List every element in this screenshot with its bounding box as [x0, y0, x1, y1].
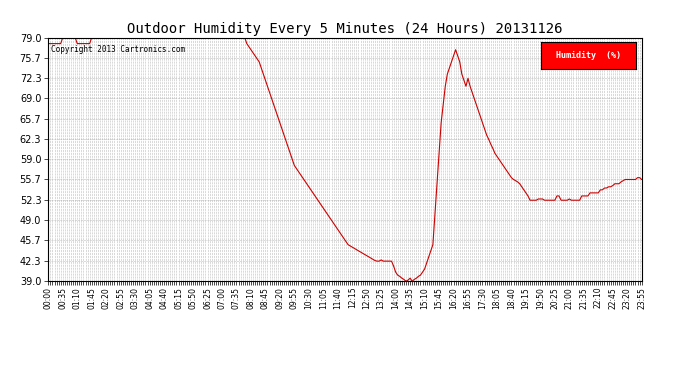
Text: Copyright 2013 Cartronics.com: Copyright 2013 Cartronics.com	[51, 45, 186, 54]
Title: Outdoor Humidity Every 5 Minutes (24 Hours) 20131126: Outdoor Humidity Every 5 Minutes (24 Hou…	[127, 22, 563, 36]
